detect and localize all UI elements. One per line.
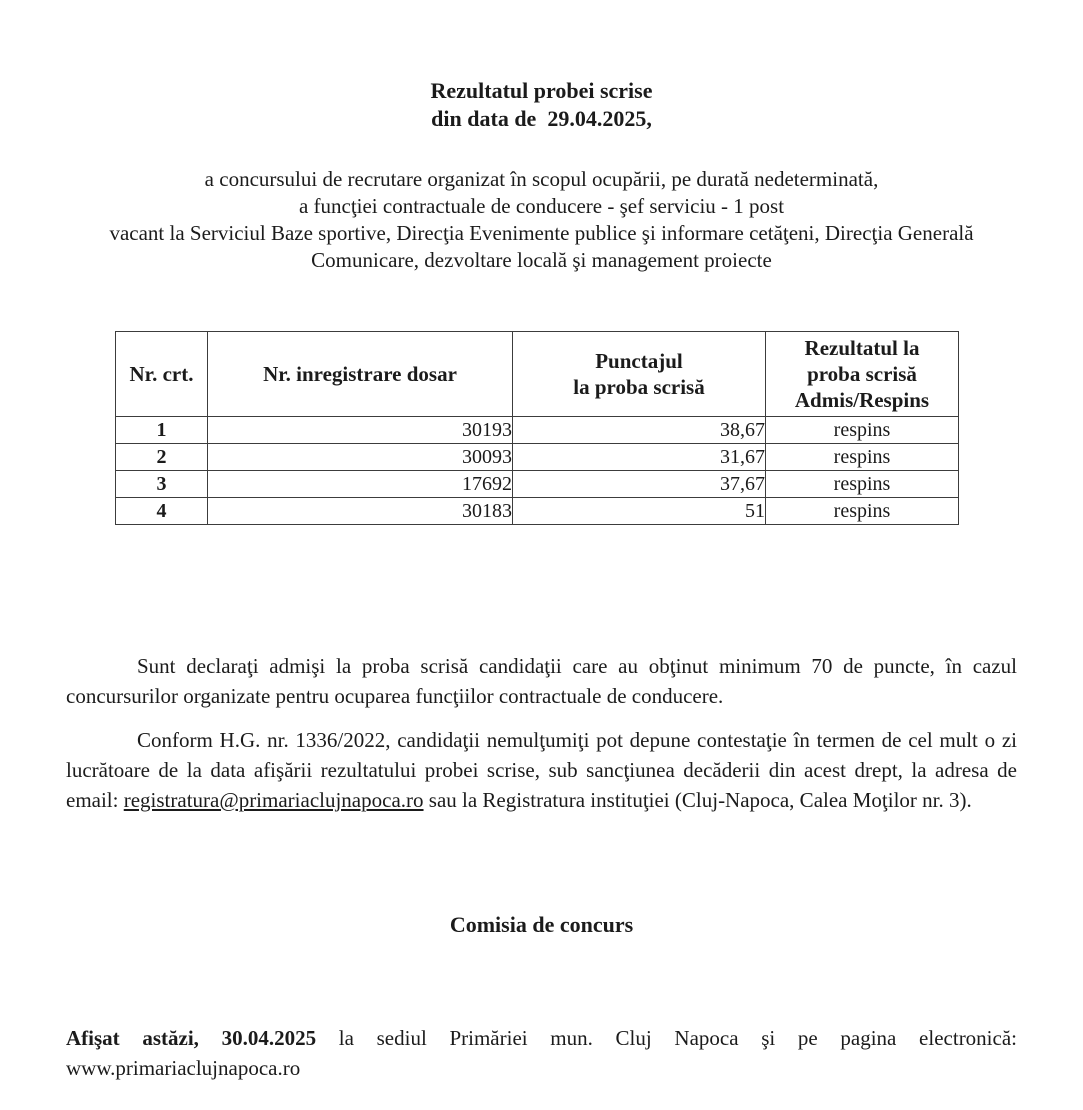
cell-dosar: 30193 — [207, 416, 513, 444]
cell-rezultat: respins — [765, 470, 959, 498]
results-table-header: Nr. crt. Nr. inregistrare dosar Punctaju… — [115, 331, 959, 417]
paragraph-contestation: Conform H.G. nr. 1336/2022, candidaţii n… — [66, 725, 1017, 815]
contestation-text-before-email: Conform H.G. nr. 1336/2022, candidaţii n… — [66, 728, 1017, 812]
cell-dosar: 17692 — [207, 470, 513, 498]
paragraph-admission-rule: Sunt declaraţi admişi la proba scrisă ca… — [66, 654, 1017, 708]
committee-heading: Comisia de concurs — [449, 912, 634, 937]
cell-nr-crt: 3 — [115, 470, 208, 498]
cell-rezultat: respins — [765, 416, 959, 444]
cell-dosar: 30183 — [207, 497, 513, 525]
contestation-text-after-email: sau la Registratura instituţiei (Cluj-Na… — [423, 788, 972, 812]
table-row: 4 30183 51 respins — [115, 497, 959, 525]
table-row: 1 30193 38,67 respins — [115, 416, 959, 444]
table-row: 2 30093 31,67 respins — [115, 443, 959, 471]
title-line-1: Rezultatul probei scrise — [430, 78, 653, 103]
title-line-2: din data de 29.04.2025, — [431, 106, 652, 131]
cell-punctaj: 38,67 — [512, 416, 766, 444]
intro-line-2: a funcţiei contractuale de conducere - ş… — [298, 194, 785, 218]
table-row: 3 17692 37,67 respins — [115, 470, 959, 498]
posted-location-text: la sediul Primăriei mun. Cluj Napoca şi … — [66, 1026, 1017, 1080]
header-row: Nr. crt. Nr. inregistrare dosar Punctaju… — [115, 331, 959, 417]
col-header-nr-inregistrare: Nr. inregistrare dosar — [207, 331, 513, 417]
intro-line-1: a concursului de recrutare organizat în … — [204, 167, 879, 191]
intro-line-3: vacant la Serviciul Baze sportive, Direc… — [109, 221, 974, 245]
cell-nr-crt: 1 — [115, 416, 208, 444]
col-header-rezultat: Rezultatul la proba scrisă Admis/Respins — [765, 331, 959, 417]
cell-punctaj: 37,67 — [512, 470, 766, 498]
cell-nr-crt: 2 — [115, 443, 208, 471]
col-header-nr-crt: Nr. crt. — [115, 331, 208, 417]
results-table: Nr. crt. Nr. inregistrare dosar Punctaju… — [115, 331, 959, 525]
cell-nr-crt: 4 — [115, 497, 208, 525]
document-title: Rezultatul probei scrise din data de 29.… — [66, 77, 1017, 133]
cell-punctaj: 31,67 — [512, 443, 766, 471]
cell-punctaj: 51 — [512, 497, 766, 525]
col-header-punctaj: Punctajul la proba scrisă — [512, 331, 766, 417]
cell-rezultat: respins — [765, 497, 959, 525]
footer-notice: Afişat astăzi, 30.04.2025 la sediul Prim… — [66, 1023, 1017, 1083]
cell-rezultat: respins — [765, 443, 959, 471]
posted-date-text: Afişat astăzi, 30.04.2025 — [66, 1026, 317, 1050]
cell-dosar: 30093 — [207, 443, 513, 471]
results-table-body: 1 30193 38,67 respins 2 30093 31,67 resp… — [115, 416, 959, 525]
intro-line-4: Comunicare, dezvoltare locală şi managem… — [311, 248, 772, 272]
email-link[interactable]: registratura@primariaclujnapoca.ro — [123, 788, 424, 812]
intro-paragraph: a concursului de recrutare organizat în … — [66, 166, 1017, 274]
